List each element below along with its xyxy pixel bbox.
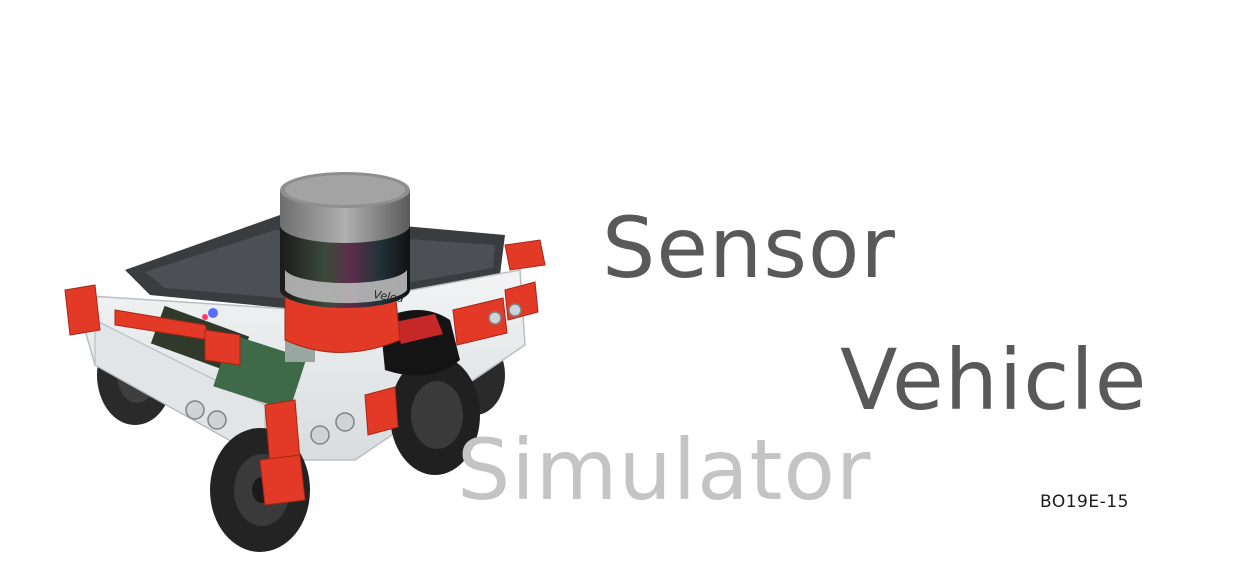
motor-cover (380, 310, 460, 376)
lidar-sensor: Velod (280, 172, 410, 308)
robot-vehicle-image: Velod (64, 172, 546, 552)
title-simulator: Simulator (457, 421, 872, 519)
title-vehicle: Vehicle (840, 331, 1148, 429)
title-sensor: Sensor (602, 199, 896, 297)
lidar-brand-label: Velod (373, 288, 406, 305)
project-code: BO19E-15 (1040, 492, 1129, 512)
front-right-wheel (390, 355, 480, 475)
ultrasonic-sensors (185, 303, 522, 445)
